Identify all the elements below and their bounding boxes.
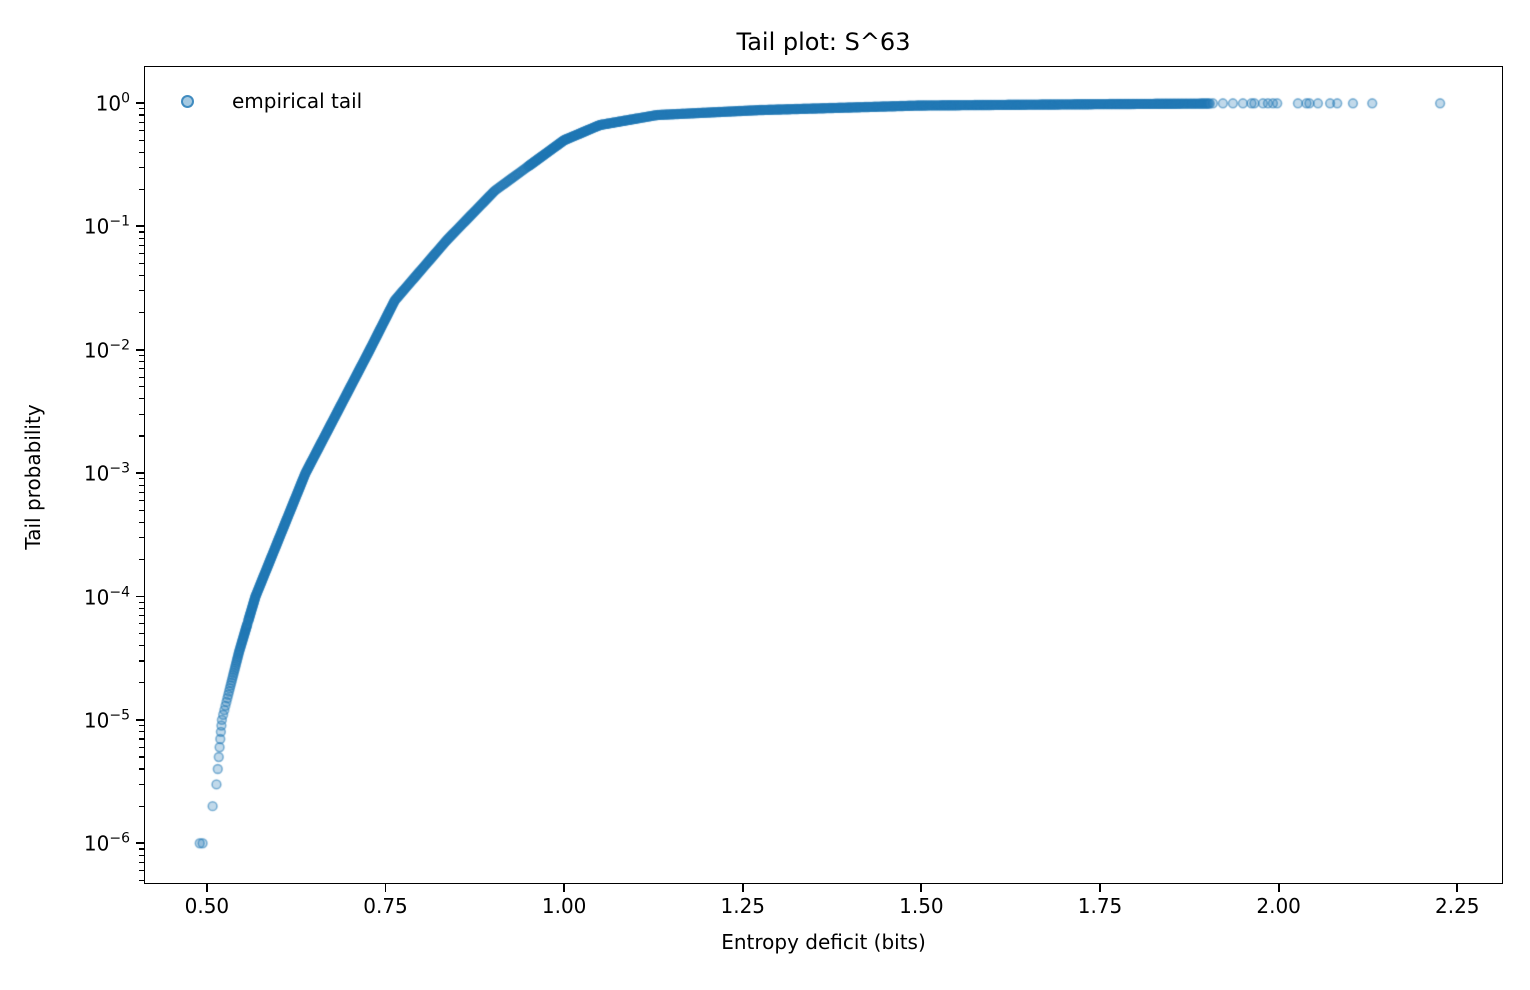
y-minor-tick-mark (139, 114, 144, 116)
y-minor-tick-mark (139, 682, 144, 684)
y-minor-tick-mark (139, 413, 144, 415)
y-minor-tick-mark (139, 354, 144, 356)
y-minor-tick-mark (139, 290, 144, 292)
y-minor-tick-mark (139, 188, 144, 190)
y-minor-tick-mark (139, 166, 144, 169)
y-minor-tick-mark (139, 361, 144, 363)
y-tick-label: 10−3 (83, 460, 130, 486)
y-minor-tick-mark (139, 368, 144, 370)
y-minor-tick-mark (139, 521, 144, 523)
x-tick-mark (563, 884, 566, 892)
x-tick-mark (1456, 884, 1459, 892)
y-minor-tick-mark (139, 756, 144, 758)
y-minor-tick-mark (139, 615, 144, 617)
y-minor-tick-mark (139, 376, 144, 378)
y-minor-tick-mark (139, 854, 144, 856)
y-minor-tick-mark (139, 660, 144, 662)
legend-marker-icon (181, 94, 194, 108)
y-tick-mark (136, 102, 144, 104)
y-minor-tick-mark (139, 244, 144, 247)
chart-title: Tail plot: S^63 (736, 28, 911, 56)
y-minor-tick-mark (139, 398, 144, 400)
y-minor-tick-mark (139, 738, 144, 740)
y-minor-tick-mark (139, 783, 144, 785)
y-tick-mark (136, 842, 144, 845)
y-minor-tick-mark (139, 108, 144, 110)
y-minor-tick-mark (139, 253, 144, 255)
x-tick-label: 1.75 (1077, 894, 1123, 918)
y-minor-tick-mark (139, 558, 144, 560)
legend: empirical tail (181, 88, 362, 114)
y-minor-tick-mark (139, 262, 144, 265)
y-minor-tick-mark (139, 731, 144, 733)
y-minor-tick-mark (139, 121, 144, 123)
y-minor-tick-mark (139, 478, 144, 480)
y-minor-tick-mark (139, 509, 144, 511)
y-minor-tick-mark (139, 746, 144, 748)
x-tick-mark (741, 884, 744, 892)
y-minor-tick-mark (139, 870, 144, 872)
y-minor-tick-mark (139, 386, 144, 388)
y-minor-tick-mark (139, 607, 144, 610)
y-minor-tick-mark (139, 623, 144, 625)
y-tick-label: 10−6 (83, 830, 130, 856)
y-minor-tick-mark (139, 129, 144, 131)
y-minor-tick-mark (139, 435, 144, 437)
y-minor-tick-mark (139, 768, 144, 770)
x-tick-mark (205, 884, 208, 892)
x-axis-label: Entropy deficit (bits) (721, 930, 926, 954)
y-minor-tick-mark (139, 537, 144, 539)
x-tick-label: 1.25 (720, 894, 766, 918)
x-tick-label: 2.25 (1435, 894, 1480, 918)
y-tick-label: 10−5 (83, 707, 130, 733)
y-minor-tick-mark (139, 499, 144, 502)
y-tick-mark (136, 472, 144, 475)
y-minor-tick-mark (139, 633, 144, 635)
y-minor-tick-mark (139, 848, 144, 850)
x-tick-label: 1.50 (899, 894, 944, 918)
y-minor-tick-mark (139, 274, 144, 277)
y-tick-mark (136, 719, 144, 721)
scatter-plot-canvas (144, 66, 1503, 884)
x-tick-mark (1277, 884, 1280, 892)
y-minor-tick-mark (139, 139, 144, 141)
y-minor-tick-mark (139, 231, 144, 233)
y-tick-label: 10−4 (83, 584, 130, 609)
y-minor-tick-mark (139, 151, 144, 153)
x-tick-mark (920, 884, 923, 892)
y-tick-mark (136, 595, 144, 598)
x-tick-label: 0.75 (363, 894, 408, 918)
x-tick-label: 0.50 (184, 894, 230, 918)
y-minor-tick-mark (139, 601, 144, 603)
y-minor-tick-mark (139, 645, 144, 647)
y-axis-label: Tail probability (21, 404, 45, 550)
y-minor-tick-mark (139, 491, 144, 493)
y-tick-label: 100 (95, 90, 130, 116)
y-minor-tick-mark (139, 484, 144, 486)
x-tick-mark (384, 884, 387, 892)
y-tick-mark (136, 348, 144, 351)
y-tick-label: 10−1 (83, 214, 130, 239)
y-minor-tick-mark (139, 724, 144, 727)
y-tick-label: 10−2 (83, 337, 130, 363)
x-tick-label: 1.00 (541, 894, 587, 918)
x-tick-mark (1099, 884, 1101, 892)
y-minor-tick-mark (139, 312, 144, 314)
y-minor-tick-mark (139, 879, 144, 881)
y-tick-mark (136, 225, 144, 228)
y-minor-tick-mark (139, 805, 144, 807)
legend-label: empirical tail (232, 89, 363, 113)
y-minor-tick-mark (139, 237, 144, 239)
x-tick-label: 2.00 (1256, 894, 1301, 918)
y-minor-tick-mark (139, 861, 144, 863)
